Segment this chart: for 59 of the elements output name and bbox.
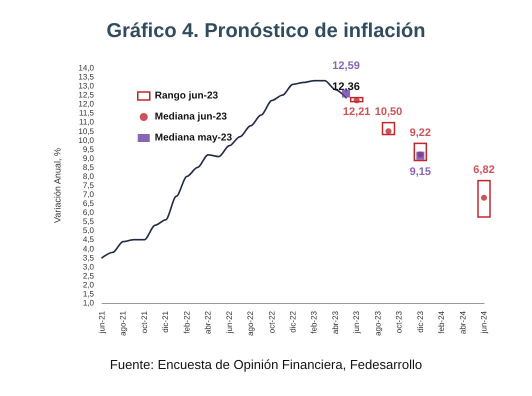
legend-label: Rango jun-23 [154, 90, 219, 102]
data-label: 6,82 [473, 164, 495, 176]
x-tick-label: jun-23 [352, 310, 362, 334]
x-tick-label: dic-21 [161, 310, 170, 333]
y-tick-label: 5,0 [82, 226, 95, 236]
y-tick-label: 6,5 [82, 199, 95, 208]
data-label: 12,21 [342, 106, 370, 118]
y-tick-label: 13,0 [78, 82, 95, 91]
x-tick-label: oct-22 [267, 310, 276, 334]
data-label: 9,15 [410, 166, 432, 178]
y-axis-title: Variación Anual, % [52, 148, 62, 223]
x-tick-label: oct-21 [140, 310, 149, 334]
y-tick-label: 5,5 [82, 217, 95, 226]
chart-title: Gráfico 4. Pronóstico de inflación [106, 20, 426, 42]
x-tick-label: dic-22 [288, 310, 298, 333]
y-tick-label: 3,5 [82, 253, 95, 262]
y-tick-label: 11,5 [79, 108, 95, 118]
x-tick-label: jun-22 [224, 310, 234, 334]
x-tick-label: abr-24 [458, 310, 468, 334]
y-tick-label: 3,0 [82, 262, 95, 272]
y-tick-label: 10,0 [78, 136, 95, 145]
y-tick-label: 2,0 [82, 280, 95, 290]
y-tick-label: 13,5 [78, 72, 95, 82]
legend-label: Mediana may-23 [154, 132, 232, 144]
x-tick-label: jun-21 [98, 310, 106, 334]
x-tick-label: ago-22 [246, 310, 256, 336]
x-tick-label: ago-23 [373, 310, 382, 336]
y-tick-label: 12,0 [78, 100, 95, 109]
y-tick-label: 8,0 [82, 172, 95, 181]
y-tick-label: 11,0 [79, 118, 95, 127]
y-tick-label: 12,5 [78, 90, 95, 100]
y-tick-label: 1,5 [82, 289, 95, 298]
y-tick-label: 2,5 [82, 271, 95, 280]
source-note: Fuente: Encuesta de Opinión Financiera, Fedesarrollo [110, 357, 422, 372]
y-tick-label: 7,5 [82, 181, 95, 190]
y-tick-label: 6,0 [82, 208, 95, 218]
x-tick-label: abr-22 [204, 310, 213, 334]
legend-label: Mediana jun-23 [154, 112, 228, 122]
data-label: 10,50 [374, 106, 402, 118]
x-tick-label: abr-23 [330, 310, 340, 334]
x-tick-label: ago-21 [118, 310, 128, 336]
x-tick-label: feb-24 [437, 310, 446, 334]
y-tick-label: 1,0 [82, 298, 95, 308]
y-tick-label: 9,0 [82, 154, 95, 163]
x-tick-label: feb-23 [310, 310, 319, 334]
x-tick-label: jun-24 [480, 310, 488, 334]
y-tick-label: 8,5 [82, 162, 95, 172]
y-tick-label: 10,5 [78, 126, 95, 136]
x-tick-label: feb-22 [182, 310, 192, 334]
y-tick-label: 9,5 [82, 144, 95, 154]
data-label: 12,59 [332, 60, 360, 72]
y-tick-label: 14,0 [78, 64, 95, 72]
y-tick-label: 7,0 [82, 190, 95, 200]
y-tick-label: 4,0 [82, 244, 95, 254]
data-label: 12,36 [332, 81, 360, 94]
y-tick-label: 4,5 [82, 235, 95, 244]
data-label: 9,22 [410, 126, 432, 139]
x-tick-label: dic-23 [416, 310, 425, 333]
x-tick-label: oct-23 [394, 310, 404, 334]
